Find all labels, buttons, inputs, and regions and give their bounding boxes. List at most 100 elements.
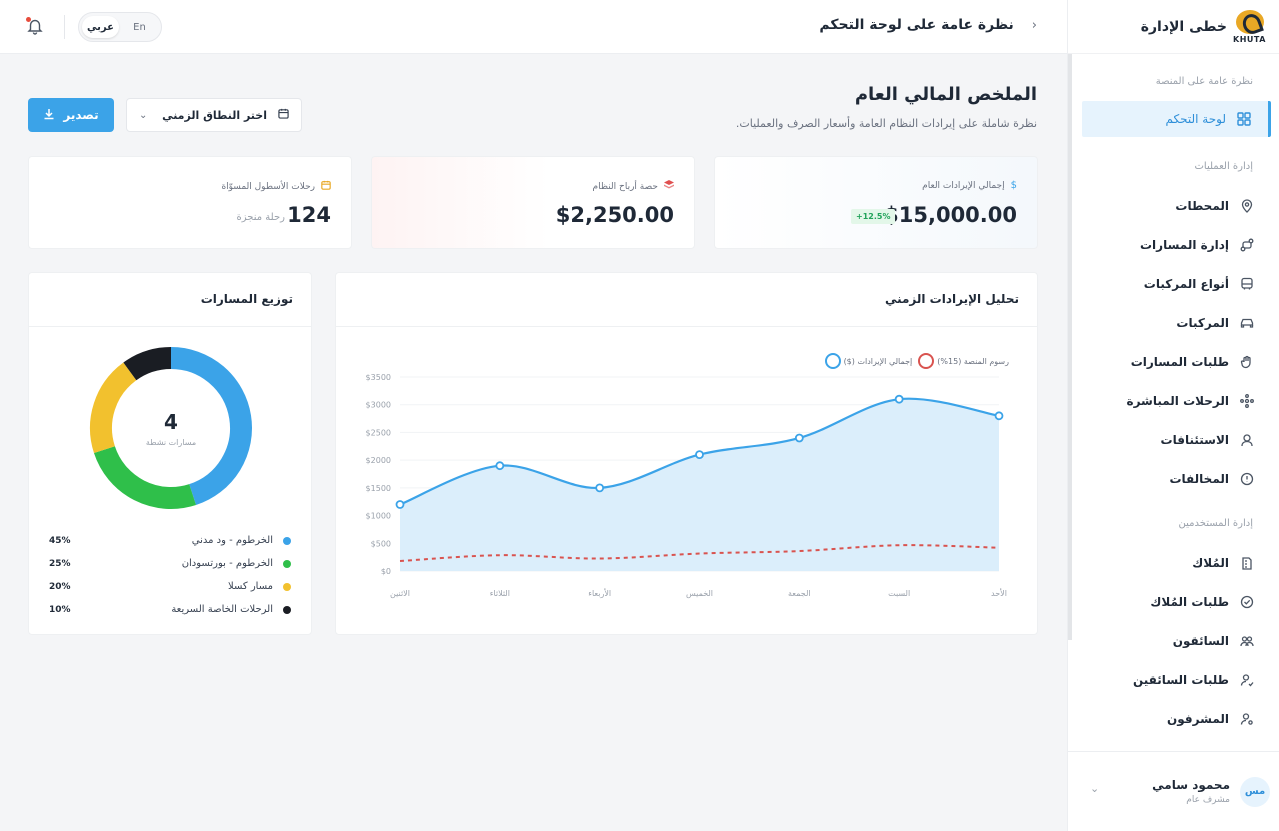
lang-option-en[interactable]: En [133,21,146,33]
main-content: الملخص المالي العام نظرة شاملة على إيراد… [0,54,1067,831]
user-cog-icon [1239,711,1255,727]
stat-label: إجمالي الإيرادات العام [922,180,1005,191]
calendar-icon [321,180,331,193]
revenue-point [395,500,405,509]
revenue-point [495,461,505,471]
donut-slice [123,347,172,381]
platform-fee-line [399,544,1000,563]
layers-icon [664,180,674,193]
growth-badge: +12.5% [851,209,896,224]
car-icon [1239,315,1255,331]
sidebar-item-appeals[interactable]: الاستئنافات [1068,420,1279,459]
list-item: 25% الخرطوم - بورتسودان [49,552,291,575]
download-icon [43,108,55,123]
alert-circle-icon [1239,471,1255,487]
y-tick-label: $2000 [366,456,391,465]
y-tick-label: $1500 [366,484,391,493]
hand-icon [1239,354,1255,370]
donut-center-value: 4 [164,410,178,434]
sidebar-item-driver-requests[interactable]: طلبات السائقين [1068,660,1279,699]
donut-slice [90,362,137,454]
routes-donut-chart: 4 مسارات نشطة [90,347,252,509]
export-button[interactable]: تصدير [28,98,114,132]
user-profile[interactable]: ⌄ محمود سامي مشرف عام مس [1068,751,1279,831]
donut-center-label: مسارات نشطة [146,438,196,447]
y-tick-label: $2500 [366,428,391,437]
trips-stat-card: رحلات الأسطول المسوّاة 124 رحلة منجزة [28,156,352,249]
page-title: نظرة عامة على لوحة التحكم [819,17,1014,33]
y-tick-label: $500 [371,539,391,548]
y-tick-label: $1000 [366,512,391,521]
legend-swatch [824,353,841,369]
stat-value: 124 [287,203,331,227]
x-tick-label: الجمعة [788,589,811,598]
sidebar: خطى الإدارة KHUTA نظرة عامة على المنصة ل… [1067,0,1279,831]
chart-legend: رسوم المنصة (15%) إجمالي الإيرادات ($) [824,353,1009,369]
revenue-point [794,433,804,443]
stat-label: حصة أرباح النظام [592,181,658,192]
revenue-point [695,450,704,460]
building-icon [1239,555,1255,571]
panel-title: توزيع المسارات [200,292,293,306]
stat-unit: رحلة منجزة [236,212,285,223]
list-item: 10% الرحلات الخاصة السريعة [49,598,291,621]
sidebar-scrollbar[interactable] [1068,54,1072,640]
revenue-point [595,483,605,493]
user-role: مشرف عام [1186,795,1230,805]
sidebar-item-route-requests[interactable]: طلبات المسارات [1068,342,1279,381]
sidebar-item-drivers[interactable]: السائقون [1068,621,1279,660]
stat-value: $2,250.00 [555,203,674,227]
y-tick-label: $3500 [366,373,391,382]
panel-title: تحليل الإيرادات الزمني [884,292,1019,306]
profit-stat-card: حصة أرباح النظام $2,250.00 [371,156,695,249]
notification-dot [26,17,31,22]
sidebar-item-stations[interactable]: المحطات [1068,186,1279,225]
lang-option-ar[interactable]: عربي [82,16,119,38]
sidebar-item-violations[interactable]: المخالفات [1068,459,1279,498]
section-ops-label: إدارة العمليات [1194,161,1253,172]
sidebar-item-owners[interactable]: المُلاك [1068,543,1279,582]
legend-swatch [918,353,935,369]
donut-slice [93,445,197,509]
sidebar-item-dashboard[interactable]: لوحة التحكم [1082,101,1271,137]
date-range-label: اختر النطاق الزمني [162,108,267,122]
sidebar-item-owner-requests[interactable]: طلبات المُلاك [1068,582,1279,621]
revenue-stat-card: $ إجمالي الإيرادات العام $15,000.00 +12.… [714,156,1038,249]
topbar: عربي En نظرة عامة على لوحة التحكم › [0,0,1067,54]
breadcrumb: نظرة عامة على لوحة التحكم › [819,17,1037,33]
logo-icon: KHUTA [1233,9,1265,44]
section-platform-label: نظرة عامة على المنصة [1155,76,1253,87]
sidebar-item-vehicles[interactable]: المركبات [1068,303,1279,342]
user-name: محمود سامي [1152,778,1230,792]
stat-value: $15,000.00 [884,203,1017,227]
revenue-point [894,394,904,404]
sidebar-item-live-trips[interactable]: الرحلات المباشرة [1068,381,1279,420]
dollar-icon: $ [1010,180,1017,191]
stat-label: رحلات الأسطول المسوّاة [221,181,315,192]
language-toggle[interactable]: عربي En [78,12,162,42]
legend-item[interactable]: رسوم المنصة (15%) [918,353,1009,369]
chevron-right-icon[interactable]: › [1031,17,1037,33]
network-icon [1239,393,1255,409]
sidebar-item-route-management[interactable]: إدارة المسارات [1068,225,1279,264]
revenue-chart-panel: تحليل الإيرادات الزمني رسوم المنصة (15%)… [335,272,1038,635]
sidebar-item-supervisors[interactable]: المشرفون [1068,699,1279,738]
revenue-point [994,411,1004,421]
users-headset-icon [1239,432,1255,448]
user-check-icon [1239,672,1255,688]
x-tick-label: السبت [888,589,910,598]
x-tick-label: الخميس [686,589,713,598]
summary-title: الملخص المالي العام [854,84,1037,105]
donut-slice [170,347,252,506]
revenue-area-chart: $0 $500 $1000 $1500 $2000 $2500 $3000 $3500 الاث… [366,373,1007,598]
legend-item[interactable]: إجمالي الإيرادات ($) [824,353,912,369]
map-pin-icon [1239,198,1255,214]
chevron-down-icon[interactable]: ⌄ [1090,782,1100,795]
check-circle-icon [1239,594,1255,610]
revenue-area [400,398,999,571]
list-item: 45% الخرطوم - ود مدني [49,529,291,552]
date-range-select[interactable]: ⌄ اختر النطاق الزمني [126,98,302,132]
notification-bell-icon[interactable] [26,17,44,35]
sidebar-item-vehicle-types[interactable]: أنواع المركبات [1068,264,1279,303]
section-users-label: إدارة المستخدمين [1178,518,1254,529]
